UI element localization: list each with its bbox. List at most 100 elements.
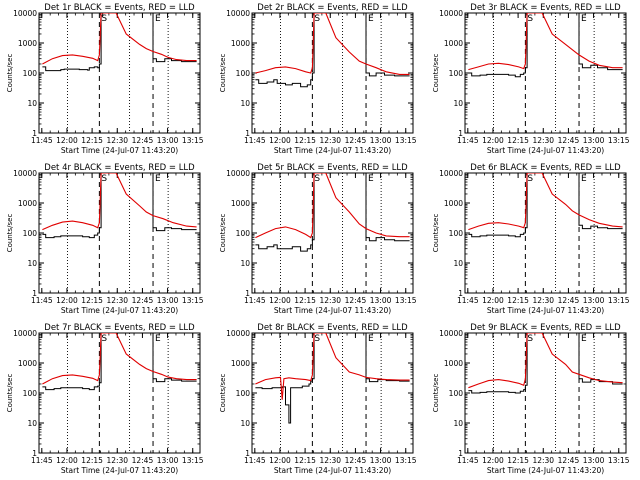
x-tick-label: 12:45: [558, 456, 580, 465]
x-axis-label: Start Time (24-Jul-07 11:43:20): [487, 306, 604, 315]
x-tick-label: 12:30: [319, 136, 341, 145]
x-tick-label: 12:45: [345, 136, 367, 145]
y-tick-label: 100: [236, 69, 251, 78]
x-tick-label: 13:00: [157, 136, 179, 145]
plot-svg: Det 5r BLACK = Events, RED = LLD 1 10 100 10…: [219, 163, 417, 315]
y-tick-label: 10: [27, 419, 37, 428]
x-tick-label: 12:00: [269, 136, 291, 145]
x-tick-label: 12:15: [507, 136, 529, 145]
x-tick-label: 12:15: [294, 136, 316, 145]
plot-panel-det-7: Det 7r BLACK = Events, RED = LLD 1 10 100 10…: [0, 320, 213, 480]
x-tick-label: 12:15: [294, 456, 316, 465]
series-line-events: [42, 173, 197, 239]
series-line-events: [255, 173, 410, 252]
x-tick-label: 12:45: [132, 136, 154, 145]
y-tick-label: 10000: [226, 9, 250, 18]
x-axis-label: Start Time (24-Jul-07 11:43:20): [274, 466, 391, 475]
y-tick-label: 100: [23, 69, 38, 78]
y-tick-label: 1000: [231, 359, 250, 368]
plot-panel-det-3: Det 3r BLACK = Events, RED = LLD 1 10 100 10…: [426, 0, 639, 160]
plot-svg: Det 1r BLACK = Events, RED = LLD 1 10 100 10…: [6, 3, 204, 155]
x-tick-label: 12:15: [81, 296, 103, 305]
series-line-lld: [255, 333, 410, 400]
x-tick-label: 11:45: [244, 456, 266, 465]
series-line-events: [468, 173, 623, 238]
x-tick-label: 12:00: [482, 456, 504, 465]
plot-title: Det 8r BLACK = Events, RED = LLD: [257, 323, 408, 333]
x-tick-label: 12:45: [558, 136, 580, 145]
plot-panel-det-5: Det 5r BLACK = Events, RED = LLD 1 10 100 10…: [213, 160, 426, 320]
series-line-lld: [255, 13, 410, 75]
plot-svg: Det 6r BLACK = Events, RED = LLD 1 10 100 10…: [432, 163, 630, 315]
x-tick-label: 13:15: [608, 456, 630, 465]
x-tick-label: 12:15: [507, 296, 529, 305]
plot-panel-det-4: Det 4r BLACK = Events, RED = LLD 1 10 100 10…: [0, 160, 213, 320]
x-axis-label: Start Time (24-Jul-07 11:43:20): [274, 306, 391, 315]
x-tick-label: 12:00: [269, 296, 291, 305]
series-line-events: [468, 333, 623, 394]
plot-frame: [464, 172, 627, 294]
plot-title: Det 4r BLACK = Events, RED = LLD: [44, 163, 195, 173]
plot-panel-det-1: Det 1r BLACK = Events, RED = LLD 1 10 100 10…: [0, 0, 213, 160]
marker-label-e: E: [368, 174, 374, 184]
plot-frame: [251, 332, 414, 454]
series-line-events: [255, 13, 410, 88]
marker-label-s: S: [101, 174, 107, 184]
y-axis-label: Counts/sec: [219, 54, 227, 93]
x-tick-label: 12:30: [532, 136, 554, 145]
y-tick-label: 10000: [439, 169, 463, 178]
y-tick-label: 1: [32, 289, 37, 298]
y-tick-label: 100: [23, 389, 38, 398]
y-tick-label: 1: [32, 129, 37, 138]
marker-label-s: S: [314, 174, 320, 184]
x-tick-label: 13:15: [395, 136, 417, 145]
series-line-lld: [255, 173, 410, 239]
x-tick-label: 13:15: [182, 136, 204, 145]
x-tick-label: 12:00: [482, 136, 504, 145]
plot-svg: Det 4r BLACK = Events, RED = LLD 1 10 100 10…: [6, 163, 204, 315]
plot-title: Det 3r BLACK = Events, RED = LLD: [470, 3, 621, 13]
series-line-lld: [468, 13, 623, 71]
plot-frame: [251, 12, 414, 134]
x-tick-label: 11:45: [31, 136, 53, 145]
x-tick-label: 13:00: [157, 296, 179, 305]
series-group: [468, 13, 623, 78]
x-tick-label: 12:30: [106, 296, 128, 305]
y-axis-label: Counts/sec: [219, 374, 227, 413]
y-axis-label: Counts/sec: [6, 374, 14, 413]
y-tick-label: 10: [453, 259, 463, 268]
x-tick-label: 12:15: [81, 456, 103, 465]
x-tick-label: 13:15: [395, 456, 417, 465]
y-tick-label: 1: [245, 129, 250, 138]
plot-title: Det 5r BLACK = Events, RED = LLD: [257, 163, 408, 173]
y-axis-label: Counts/sec: [432, 214, 440, 253]
x-tick-label: 13:15: [608, 136, 630, 145]
series-group: [468, 333, 623, 394]
y-tick-label: 1: [32, 449, 37, 458]
x-tick-label: 12:30: [106, 456, 128, 465]
x-tick-label: 11:45: [31, 296, 53, 305]
y-tick-label: 10000: [226, 329, 250, 338]
x-tick-label: 12:45: [345, 296, 367, 305]
x-tick-label: 13:00: [583, 136, 605, 145]
x-tick-label: 12:45: [132, 296, 154, 305]
plot-frame: [38, 12, 201, 134]
plot-frame: [38, 332, 201, 454]
plot-title: Det 6r BLACK = Events, RED = LLD: [470, 163, 621, 173]
y-tick-label: 10: [453, 99, 463, 108]
x-tick-label: 12:45: [345, 456, 367, 465]
plot-frame: [251, 172, 414, 294]
marker-label-e: E: [155, 334, 161, 344]
y-tick-label: 10: [27, 259, 37, 268]
plot-panel-det-8: Det 8r BLACK = Events, RED = LLD 1 10 100 10…: [213, 320, 426, 480]
y-tick-label: 10: [240, 99, 250, 108]
plot-frame: [464, 12, 627, 134]
x-axis-label: Start Time (24-Jul-07 11:43:20): [61, 146, 178, 155]
series-line-events: [42, 13, 197, 72]
y-tick-label: 100: [236, 389, 251, 398]
y-axis-label: Counts/sec: [432, 374, 440, 413]
y-tick-label: 1000: [18, 199, 37, 208]
x-axis-label: Start Time (24-Jul-07 11:43:20): [61, 306, 178, 315]
series-group: [468, 173, 623, 238]
x-tick-label: 13:15: [395, 296, 417, 305]
